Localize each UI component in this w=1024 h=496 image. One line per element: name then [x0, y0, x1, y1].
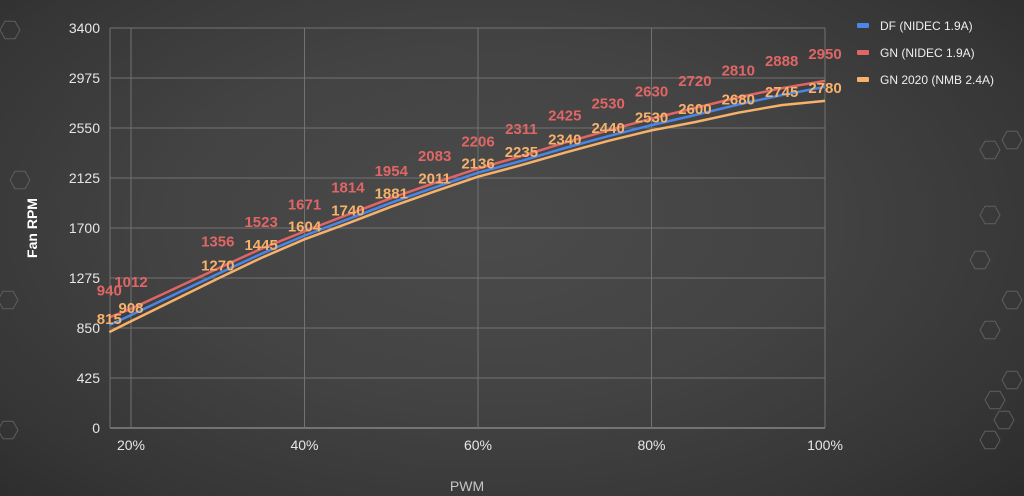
data-label: 1814 [331, 180, 365, 197]
data-label: 2950 [808, 46, 841, 63]
hexagon-decoration [979, 320, 1001, 340]
series-line-0 [108, 85, 826, 327]
data-label: 1740 [331, 202, 364, 219]
legend-item: GN 2020 (NMB 2.4A) [857, 73, 994, 87]
hexagon-decoration [0, 290, 19, 310]
y-tick-label: 3400 [69, 20, 100, 36]
x-tick-label: 80% [637, 437, 665, 453]
y-tick-label: 1275 [69, 270, 100, 286]
data-label: 2630 [635, 84, 668, 101]
data-label: 1881 [375, 186, 408, 203]
data-label: 2745 [765, 84, 798, 101]
legend-label: GN (NIDEC 1.9A) [880, 46, 975, 60]
hexagon-decoration [984, 390, 1006, 410]
legend: DF (NIDEC 1.9A) GN (NIDEC 1.9A) GN 2020 (N… [857, 19, 994, 87]
data-label: 1604 [288, 218, 322, 235]
x-tick-label: 20% [117, 437, 145, 453]
data-label: 2810 [722, 62, 755, 79]
y-tick-label: 850 [77, 320, 101, 336]
legend-label: DF (NIDEC 1.9A) [880, 19, 973, 33]
data-label: 2136 [461, 156, 494, 173]
y-tick-label: 2125 [69, 170, 100, 186]
data-label: 2530 [635, 109, 668, 126]
data-label: 815 [97, 311, 122, 328]
hexagon-background-pattern [0, 20, 1023, 450]
data-label: 2680 [722, 92, 755, 109]
y-tick-label: 0 [92, 420, 100, 436]
data-label: 2311 [505, 121, 538, 138]
data-label: 2530 [591, 95, 624, 112]
series-lines [108, 79, 826, 334]
hexagon-decoration [1001, 370, 1023, 390]
data-label: 2235 [505, 144, 538, 161]
series-line-2 [108, 99, 826, 334]
legend-item: DF (NIDEC 1.9A) [857, 19, 973, 33]
data-label: 1523 [244, 214, 277, 231]
hexagon-decoration [1001, 290, 1023, 310]
legend-item: GN (NIDEC 1.9A) [857, 46, 975, 60]
legend-swatch [857, 23, 869, 28]
gridlines [109, 27, 826, 429]
x-axis-title: PWM [450, 478, 484, 494]
data-label: 1445 [244, 237, 277, 254]
hexagon-decoration [979, 430, 1001, 450]
y-tick-label: 1700 [69, 220, 100, 236]
data-label: 2206 [461, 133, 494, 150]
data-label: 2720 [678, 73, 711, 90]
data-label: 1270 [201, 258, 234, 275]
data-label: 1671 [288, 196, 321, 213]
hexagon-decoration [9, 170, 31, 190]
y-tick-label: 2550 [69, 120, 100, 136]
data-label: 2440 [591, 120, 624, 137]
hexagon-decoration [0, 20, 21, 40]
series-line-1 [108, 79, 826, 319]
y-axis-ticks: 0 425 850 1275 1700 2125 2550 2975 3400 [69, 20, 100, 436]
data-label: 940 [97, 282, 122, 299]
data-label: 2340 [548, 132, 581, 149]
x-tick-label: 100% [807, 437, 843, 453]
legend-swatch [857, 50, 869, 55]
data-label: 1954 [375, 163, 409, 180]
data-label: 908 [118, 300, 143, 317]
y-tick-label: 425 [77, 370, 101, 386]
hexagon-decoration [0, 420, 19, 440]
data-label: 1012 [114, 274, 147, 291]
hexagon-decoration [979, 205, 1001, 225]
data-label: 1356 [201, 233, 234, 250]
data-label: 2083 [418, 148, 451, 165]
legend-label: GN 2020 (NMB 2.4A) [880, 73, 994, 87]
hexagon-decoration [979, 140, 1001, 160]
legend-swatch [857, 77, 869, 82]
data-label: 2888 [765, 53, 798, 70]
x-tick-label: 40% [290, 437, 318, 453]
data-label: 2780 [808, 80, 841, 97]
y-tick-label: 2975 [69, 70, 100, 86]
data-label: 2600 [678, 101, 711, 118]
data-label: 2011 [418, 170, 451, 187]
y-axis-title: Fan RPM [24, 198, 40, 258]
hexagon-decoration [969, 250, 991, 270]
x-tick-label: 60% [464, 437, 492, 453]
x-axis-ticks: 20% 40% 60% 80% 100% [117, 437, 843, 453]
data-label: 2425 [548, 108, 581, 125]
hexagon-decoration [993, 410, 1015, 430]
hexagon-decoration [1001, 130, 1023, 150]
